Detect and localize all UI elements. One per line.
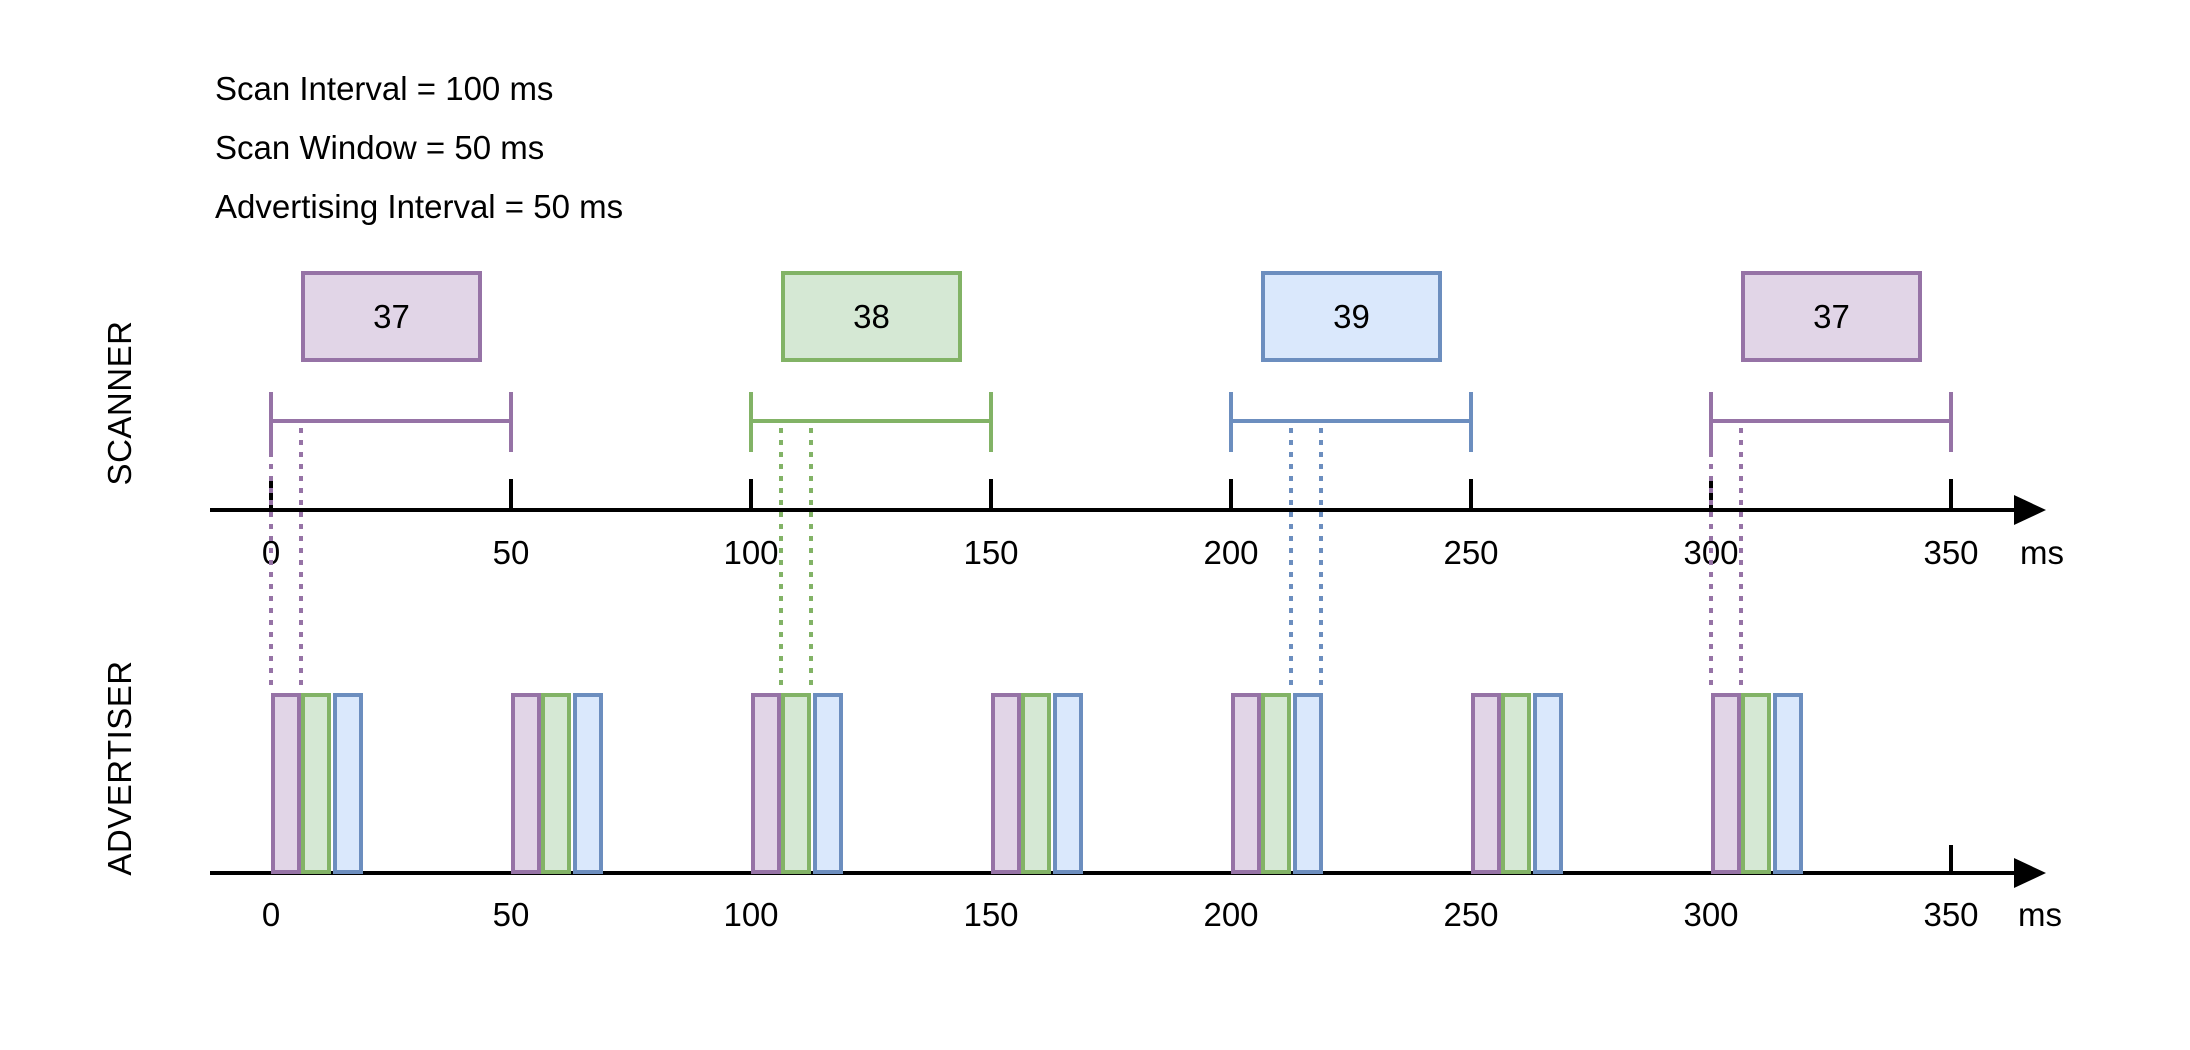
scan-window-bracket-cap: [1709, 392, 1713, 452]
scanner-tick-label: 150: [963, 534, 1019, 571]
advertiser-tick-label: 300: [1683, 896, 1739, 933]
scanner-tick-label: 50: [492, 534, 530, 571]
advertiser-tick-label: 100: [723, 896, 779, 933]
scan-channel-box: 39: [1261, 271, 1442, 362]
advertising-packet-bar-ch37: [1231, 693, 1261, 874]
advertising-packet-bar-ch39: [1053, 693, 1083, 874]
scan-window-bracket-line: [1711, 419, 1953, 423]
advertising-packet-bar-ch37: [1471, 693, 1501, 874]
advertising-packet-bar-ch39: [1773, 693, 1803, 874]
sync-dotted-line: [1319, 428, 1323, 688]
advertising-packet-bar-ch38: [781, 693, 811, 874]
advertising-packet-bar-ch37: [511, 693, 541, 874]
scanner-axis-tick: [989, 479, 993, 512]
advertising-packet-bar-ch37: [1711, 693, 1741, 874]
advertiser-tick-label: 350: [1923, 896, 1979, 933]
advertising-packet-bar-ch38: [1741, 693, 1771, 874]
sync-dotted-line: [1289, 428, 1293, 688]
advertising-packet-bar-ch39: [813, 693, 843, 874]
scan-window-bracket-line: [751, 419, 993, 423]
advertising-packet-bar-ch39: [573, 693, 603, 874]
advertiser-tick-label: 250: [1443, 896, 1499, 933]
scanner-axis-tick: [1469, 479, 1473, 512]
advertiser-tick-label: 150: [963, 896, 1019, 933]
sync-dotted-line: [299, 428, 303, 688]
advertising-interval-text: Advertising Interval = 50 ms: [215, 188, 624, 225]
scanner-axis-tick: [1949, 479, 1953, 512]
scan-window-bracket-cap: [989, 392, 993, 452]
scan-window-bracket-cap: [1229, 392, 1233, 452]
sync-dotted-line: [1739, 428, 1743, 688]
advertiser-axis-arrowhead-icon: [2014, 858, 2046, 888]
advertising-packet-bar-ch37: [751, 693, 781, 874]
advertiser-tick-label: 0: [261, 896, 281, 933]
advertiser-tick-label: 50: [492, 896, 530, 933]
advertising-packet-bar-ch39: [333, 693, 363, 874]
scanner-axis-tick: [749, 479, 753, 512]
scan-channel-box: 37: [301, 271, 482, 362]
scan-window-bracket-cap: [1469, 392, 1473, 452]
sync-dotted-line: [1709, 428, 1713, 688]
advertising-packet-bar-ch38: [1021, 693, 1051, 874]
scanner-tick-label: 250: [1443, 534, 1499, 571]
scanner-axis-tick: [509, 479, 513, 512]
scanner-axis-line: [210, 508, 2018, 512]
sync-dotted-line: [779, 428, 783, 688]
advertising-packet-bar-ch39: [1533, 693, 1563, 874]
scanner-axis-arrowhead-icon: [2014, 495, 2046, 525]
parameters-note: Scan Interval = 100 ms Scan Window = 50 …: [215, 59, 623, 236]
scan-window-bracket-cap: [509, 392, 513, 452]
advertiser-axis-tick: [1949, 845, 1953, 873]
scan-window-bracket-cap: [749, 392, 753, 452]
advertiser-axis-line: [210, 871, 2018, 875]
advertiser-axis-unit-label: ms: [2018, 896, 2062, 933]
scan-channel-box: 37: [1741, 271, 1922, 362]
scan-interval-text: Scan Interval = 100 ms: [215, 70, 554, 107]
advertising-packet-bar-ch39: [1293, 693, 1323, 874]
sync-dotted-line: [809, 428, 813, 688]
scan-channel-box: 38: [781, 271, 962, 362]
advertising-packet-bar-ch37: [991, 693, 1021, 874]
scanner-axis-tick: [1229, 479, 1233, 512]
scanner-tick-label: 100: [723, 534, 779, 571]
sync-dotted-line: [269, 428, 273, 688]
scan-window-bracket-line: [1231, 419, 1473, 423]
scan-window-bracket-cap: [269, 392, 273, 452]
scan-window-bracket-cap: [1949, 392, 1953, 452]
scanner-axis-unit-label: ms: [2020, 534, 2064, 571]
scan-window-bracket-line: [271, 419, 513, 423]
scan-window-text: Scan Window = 50 ms: [215, 129, 545, 166]
advertising-packet-bar-ch37: [271, 693, 301, 874]
advertising-packet-bar-ch38: [1261, 693, 1291, 874]
scanner-tick-label: 350: [1923, 534, 1979, 571]
scanner-tick-label: 200: [1203, 534, 1259, 571]
advertising-packet-bar-ch38: [301, 693, 331, 874]
advertiser-tick-label: 200: [1203, 896, 1259, 933]
advertising-packet-bar-ch38: [541, 693, 571, 874]
scanner-row-label: SCANNER: [101, 320, 138, 486]
advertising-packet-bar-ch38: [1501, 693, 1531, 874]
advertiser-row-label: ADVERTISER: [101, 660, 138, 876]
